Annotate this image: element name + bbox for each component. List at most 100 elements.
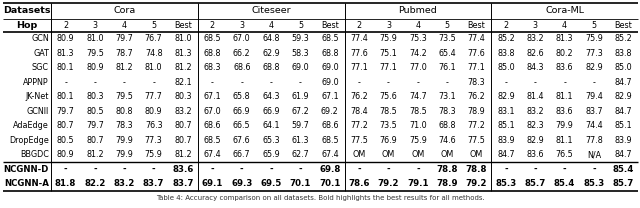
- Text: 77.5: 77.5: [468, 136, 486, 145]
- Text: 80.1: 80.1: [57, 63, 74, 72]
- Text: 83.6: 83.6: [527, 150, 544, 159]
- Text: 64.1: 64.1: [262, 121, 280, 130]
- Text: 65.3: 65.3: [262, 136, 280, 145]
- Text: 79.2: 79.2: [378, 179, 399, 188]
- Text: 80.7: 80.7: [174, 136, 192, 145]
- Text: 65.4: 65.4: [438, 49, 456, 58]
- Text: 77.1: 77.1: [350, 63, 368, 72]
- Text: 80.2: 80.2: [556, 49, 573, 58]
- Text: OM: OM: [440, 150, 454, 159]
- Text: 74.2: 74.2: [409, 49, 427, 58]
- Text: Best: Best: [468, 21, 486, 30]
- Text: 78.6: 78.6: [348, 179, 370, 188]
- Text: 75.9: 75.9: [380, 34, 397, 43]
- Text: 80.1: 80.1: [57, 92, 74, 101]
- Text: APPNP: APPNP: [24, 78, 49, 87]
- Text: 85.1: 85.1: [497, 121, 515, 130]
- Text: 61.3: 61.3: [292, 136, 309, 145]
- Text: 3: 3: [239, 21, 244, 30]
- Text: Pubmed: Pubmed: [399, 6, 437, 15]
- Text: 79.1: 79.1: [407, 179, 429, 188]
- Text: 4: 4: [122, 21, 127, 30]
- Text: 79.5: 79.5: [115, 92, 133, 101]
- Text: 83.7: 83.7: [585, 107, 603, 116]
- Text: 65.9: 65.9: [262, 150, 280, 159]
- Text: 85.2: 85.2: [614, 34, 632, 43]
- Text: Datasets: Datasets: [3, 6, 51, 15]
- Text: GCNII: GCNII: [27, 107, 49, 116]
- Text: 69.0: 69.0: [321, 78, 339, 87]
- Text: -: -: [563, 165, 566, 174]
- Text: 80.9: 80.9: [86, 63, 104, 72]
- Text: 75.3: 75.3: [409, 34, 427, 43]
- Text: 5: 5: [151, 21, 156, 30]
- Text: 3: 3: [532, 21, 538, 30]
- Text: -: -: [93, 165, 97, 174]
- Text: -: -: [563, 78, 566, 87]
- Text: 2: 2: [210, 21, 215, 30]
- Text: 85.0: 85.0: [497, 63, 515, 72]
- Text: 79.2: 79.2: [466, 179, 487, 188]
- Text: 76.2: 76.2: [468, 92, 486, 101]
- Text: 78.3: 78.3: [438, 107, 456, 116]
- Text: 79.9: 79.9: [115, 150, 133, 159]
- Text: -: -: [299, 165, 302, 174]
- Text: 61.9: 61.9: [292, 92, 309, 101]
- Text: 81.2: 81.2: [174, 63, 192, 72]
- Text: 77.4: 77.4: [350, 34, 368, 43]
- Text: 83.2: 83.2: [527, 34, 544, 43]
- Text: 80.8: 80.8: [116, 107, 133, 116]
- Text: 79.5: 79.5: [86, 49, 104, 58]
- Text: 3: 3: [386, 21, 391, 30]
- Text: -: -: [241, 78, 243, 87]
- Text: 82.9: 82.9: [614, 92, 632, 101]
- Text: 84.7: 84.7: [497, 150, 515, 159]
- Text: 84.7: 84.7: [614, 107, 632, 116]
- Text: -: -: [64, 78, 67, 87]
- Text: 65.8: 65.8: [233, 92, 251, 101]
- Text: 83.7: 83.7: [143, 179, 164, 188]
- Text: 83.6: 83.6: [556, 63, 573, 72]
- Text: 75.1: 75.1: [380, 49, 397, 58]
- Text: 83.6: 83.6: [556, 107, 573, 116]
- Text: 68.8: 68.8: [262, 63, 280, 72]
- Text: 67.0: 67.0: [204, 107, 221, 116]
- Text: 80.3: 80.3: [174, 92, 192, 101]
- Text: -: -: [123, 78, 126, 87]
- Text: 83.6: 83.6: [172, 165, 194, 174]
- Text: 68.5: 68.5: [321, 34, 339, 43]
- Text: Cora-ML: Cora-ML: [545, 6, 584, 15]
- Text: 74.8: 74.8: [145, 49, 163, 58]
- Text: 58.3: 58.3: [292, 49, 309, 58]
- Text: 68.6: 68.6: [204, 121, 221, 130]
- Text: 78.3: 78.3: [116, 121, 133, 130]
- Text: 69.3: 69.3: [231, 179, 252, 188]
- Text: 70.1: 70.1: [319, 179, 340, 188]
- Text: -: -: [417, 78, 419, 87]
- Text: 82.9: 82.9: [526, 136, 544, 145]
- Text: 84.3: 84.3: [527, 63, 544, 72]
- Text: -: -: [504, 78, 508, 87]
- Text: 78.8: 78.8: [436, 165, 458, 174]
- Text: NCGNN-D: NCGNN-D: [4, 165, 49, 174]
- Text: 82.1: 82.1: [174, 78, 192, 87]
- Text: 81.0: 81.0: [174, 34, 192, 43]
- Text: 81.2: 81.2: [174, 150, 192, 159]
- Text: 59.3: 59.3: [292, 34, 309, 43]
- Text: 4: 4: [415, 21, 420, 30]
- Text: 64.3: 64.3: [262, 92, 280, 101]
- Text: 2: 2: [63, 21, 68, 30]
- Text: 81.3: 81.3: [57, 49, 74, 58]
- Text: -: -: [240, 165, 244, 174]
- Text: 80.9: 80.9: [57, 150, 74, 159]
- Text: 69.5: 69.5: [260, 179, 282, 188]
- Text: 84.7: 84.7: [614, 150, 632, 159]
- Text: 82.9: 82.9: [585, 63, 603, 72]
- Text: 81.2: 81.2: [86, 150, 104, 159]
- Text: 77.5: 77.5: [350, 136, 368, 145]
- Text: 77.8: 77.8: [585, 136, 603, 145]
- Text: 83.7: 83.7: [172, 179, 194, 188]
- Text: 66.7: 66.7: [233, 150, 251, 159]
- Text: Best: Best: [614, 21, 632, 30]
- Text: 73.5: 73.5: [438, 34, 456, 43]
